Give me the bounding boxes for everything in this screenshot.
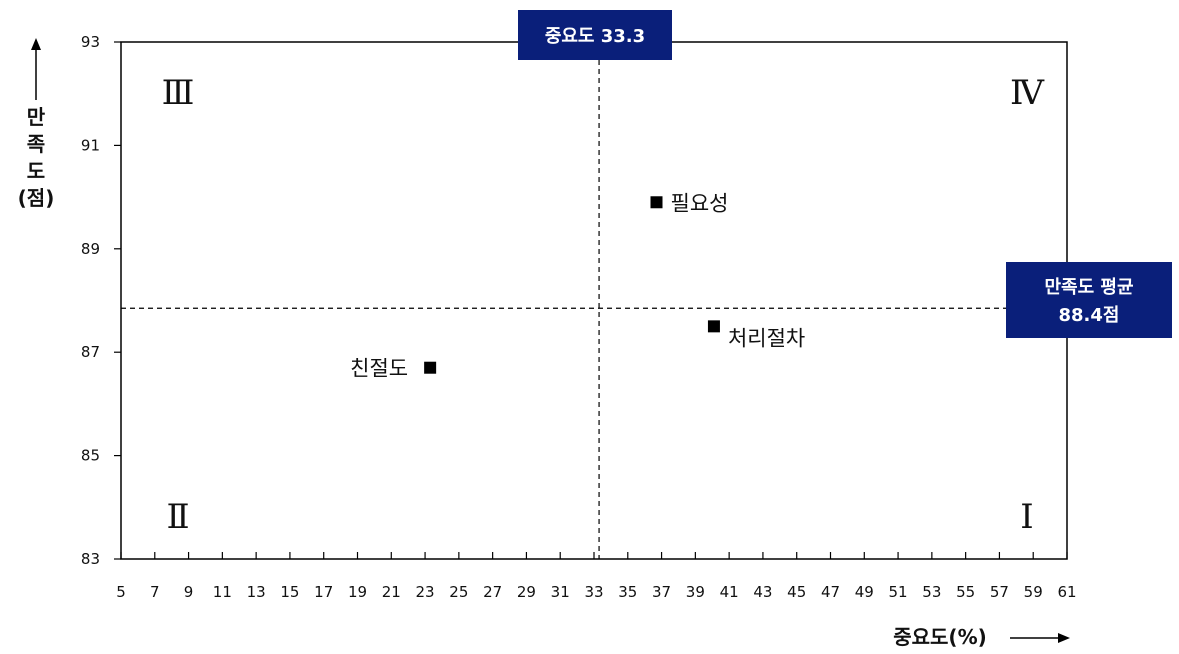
data-point-marker	[650, 196, 663, 209]
x-tick-label: 37	[652, 583, 671, 601]
data-point-label: 친절도	[350, 357, 408, 381]
data-point-label: 처리절차	[728, 326, 805, 350]
x-tick-label: 19	[348, 583, 367, 601]
y-axis-title: 만 족 도 (점)	[18, 105, 55, 210]
x-tick-label: 57	[990, 583, 1009, 601]
plot-layer	[120, 41, 1068, 560]
satisfaction-avg-box	[1006, 262, 1172, 338]
x-tick-label: 39	[686, 583, 705, 601]
x-tick-label: 53	[922, 583, 941, 601]
y-tick-label: 93	[81, 33, 100, 51]
satisfaction-avg-label-line1: 만족도 평균	[1044, 277, 1133, 298]
x-tick-label: 45	[787, 583, 806, 601]
x-tick-label: 21	[382, 583, 401, 601]
importance-ref-box	[518, 10, 672, 60]
x-tick-label: 59	[1024, 583, 1043, 601]
y-tick-label: 83	[81, 550, 100, 568]
x-axis-arrow-head	[1058, 633, 1070, 643]
y-tick-label: 89	[81, 240, 100, 258]
x-tick-label: 23	[416, 583, 435, 601]
x-tick-label: 41	[720, 583, 739, 601]
quadrant-labels: Ⅲ Ⅳ Ⅱ Ⅰ	[162, 73, 1045, 537]
x-tick-label: 51	[889, 583, 908, 601]
quadrant-label-bottom-left: Ⅱ	[166, 497, 189, 537]
x-tick-label: 13	[247, 583, 266, 601]
y-axis-arrow-head	[31, 38, 41, 50]
quadrant-label-bottom-right: Ⅰ	[1020, 497, 1033, 537]
importance-ref-label: 중요도 33.3	[545, 26, 645, 47]
axis-layer: 5 7 9 11 13 15 17 19 21 23 25 27 29 31 33 35 37 39 41 43 45 4…	[81, 33, 1077, 601]
data-point-marker	[707, 320, 720, 333]
x-tick-label: 47	[821, 583, 840, 601]
x-tick-label: 33	[584, 583, 603, 601]
axis-titles: 만 족 도 (점) 중요도(%)	[18, 38, 1070, 649]
x-tick-label: 49	[855, 583, 874, 601]
x-tick-label: 9	[184, 583, 194, 601]
x-tick-label: 7	[150, 583, 160, 601]
reference-lines	[121, 60, 1006, 559]
x-tick-label: 27	[483, 583, 502, 601]
y-tick-label: 87	[81, 343, 100, 361]
x-tick-label: 11	[213, 583, 232, 601]
quadrant-label-top-right: Ⅳ	[1010, 73, 1045, 113]
quadrant-label-top-left: Ⅲ	[162, 73, 195, 113]
x-tick-label: 5	[116, 583, 126, 601]
y-tick-label: 91	[81, 136, 100, 154]
x-tick-label: 31	[551, 583, 570, 601]
x-tick-label: 15	[280, 583, 299, 601]
x-tick-label: 61	[1057, 583, 1076, 601]
x-tick-label: 29	[517, 583, 536, 601]
x-tick-label: 17	[314, 583, 333, 601]
satisfaction-avg-label-line2: 88.4점	[1059, 305, 1120, 326]
x-tick-label: 25	[449, 583, 468, 601]
reference-label-boxes: 중요도 33.3 만족도 평균 88.4점	[518, 10, 1172, 338]
x-tick-label: 35	[618, 583, 637, 601]
x-axis-title: 중요도(%)	[893, 625, 987, 649]
x-tick-label: 43	[753, 583, 772, 601]
plot-frame	[120, 41, 1068, 560]
data-point-label: 필요성	[671, 191, 729, 215]
x-tick-label: 55	[956, 583, 975, 601]
data-point-marker	[424, 361, 437, 374]
y-tick-label: 85	[81, 447, 100, 465]
